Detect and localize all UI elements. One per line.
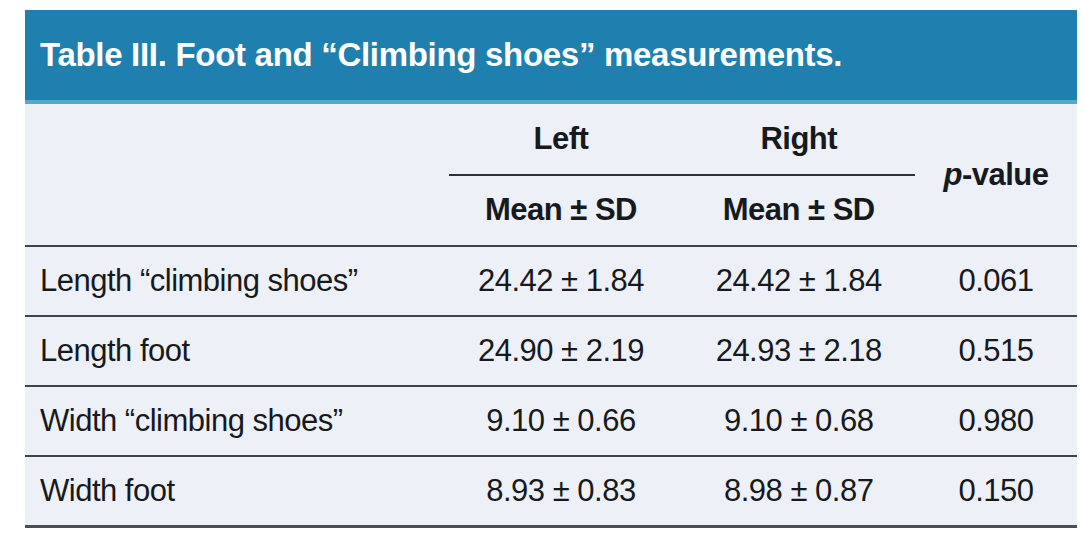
- row-left-value: 9.10 ± 0.66: [439, 387, 682, 455]
- row-right-value: 9.10 ± 0.68: [682, 387, 914, 455]
- left-right-spanner-rule: [449, 174, 915, 176]
- table-header: Left Mean ± SD Right Mean ± SD p-value: [25, 104, 1077, 245]
- table-title-bar: Table III. Foot and “Climbing shoes” mea…: [25, 10, 1077, 104]
- row-label: Length foot: [25, 317, 439, 385]
- measurement-table: Table III. Foot and “Climbing shoes” mea…: [25, 10, 1077, 528]
- header-right-subhead: Mean ± SD: [682, 175, 914, 246]
- row-pvalue: 0.061: [915, 247, 1077, 315]
- row-left-value: 8.93 ± 0.83: [439, 457, 682, 525]
- row-pvalue: 0.150: [915, 457, 1077, 525]
- table-row: Width “climbing shoes” 9.10 ± 0.66 9.10 …: [25, 385, 1077, 455]
- row-label: Width “climbing shoes”: [25, 387, 439, 455]
- table-title: Table III. Foot and “Climbing shoes” mea…: [40, 36, 842, 74]
- header-right-group: Right: [682, 104, 914, 175]
- row-right-value: 8.98 ± 0.87: [682, 457, 914, 525]
- row-pvalue: 0.515: [915, 317, 1077, 385]
- row-label: Length “climbing shoes”: [25, 247, 439, 315]
- header-spacer-cell: [25, 104, 439, 245]
- header-left-group: Left: [439, 104, 682, 175]
- row-label: Width foot: [25, 457, 439, 525]
- pvalue-suffix: -value: [962, 157, 1049, 193]
- header-pvalue: p-value: [915, 104, 1077, 245]
- row-left-value: 24.90 ± 2.19: [439, 317, 682, 385]
- table-row: Width foot 8.93 ± 0.83 8.98 ± 0.87 0.150: [25, 455, 1077, 525]
- table-row: Length foot 24.90 ± 2.19 24.93 ± 2.18 0.…: [25, 315, 1077, 385]
- table-body: Left Mean ± SD Right Mean ± SD p-value L…: [25, 104, 1077, 528]
- header-left-subhead: Mean ± SD: [439, 175, 682, 246]
- row-pvalue: 0.980: [915, 387, 1077, 455]
- table-row: Length “climbing shoes” 24.42 ± 1.84 24.…: [25, 245, 1077, 315]
- pvalue-italic-p: p: [943, 157, 961, 193]
- row-left-value: 24.42 ± 1.84: [439, 247, 682, 315]
- row-right-value: 24.42 ± 1.84: [682, 247, 914, 315]
- row-right-value: 24.93 ± 2.18: [682, 317, 914, 385]
